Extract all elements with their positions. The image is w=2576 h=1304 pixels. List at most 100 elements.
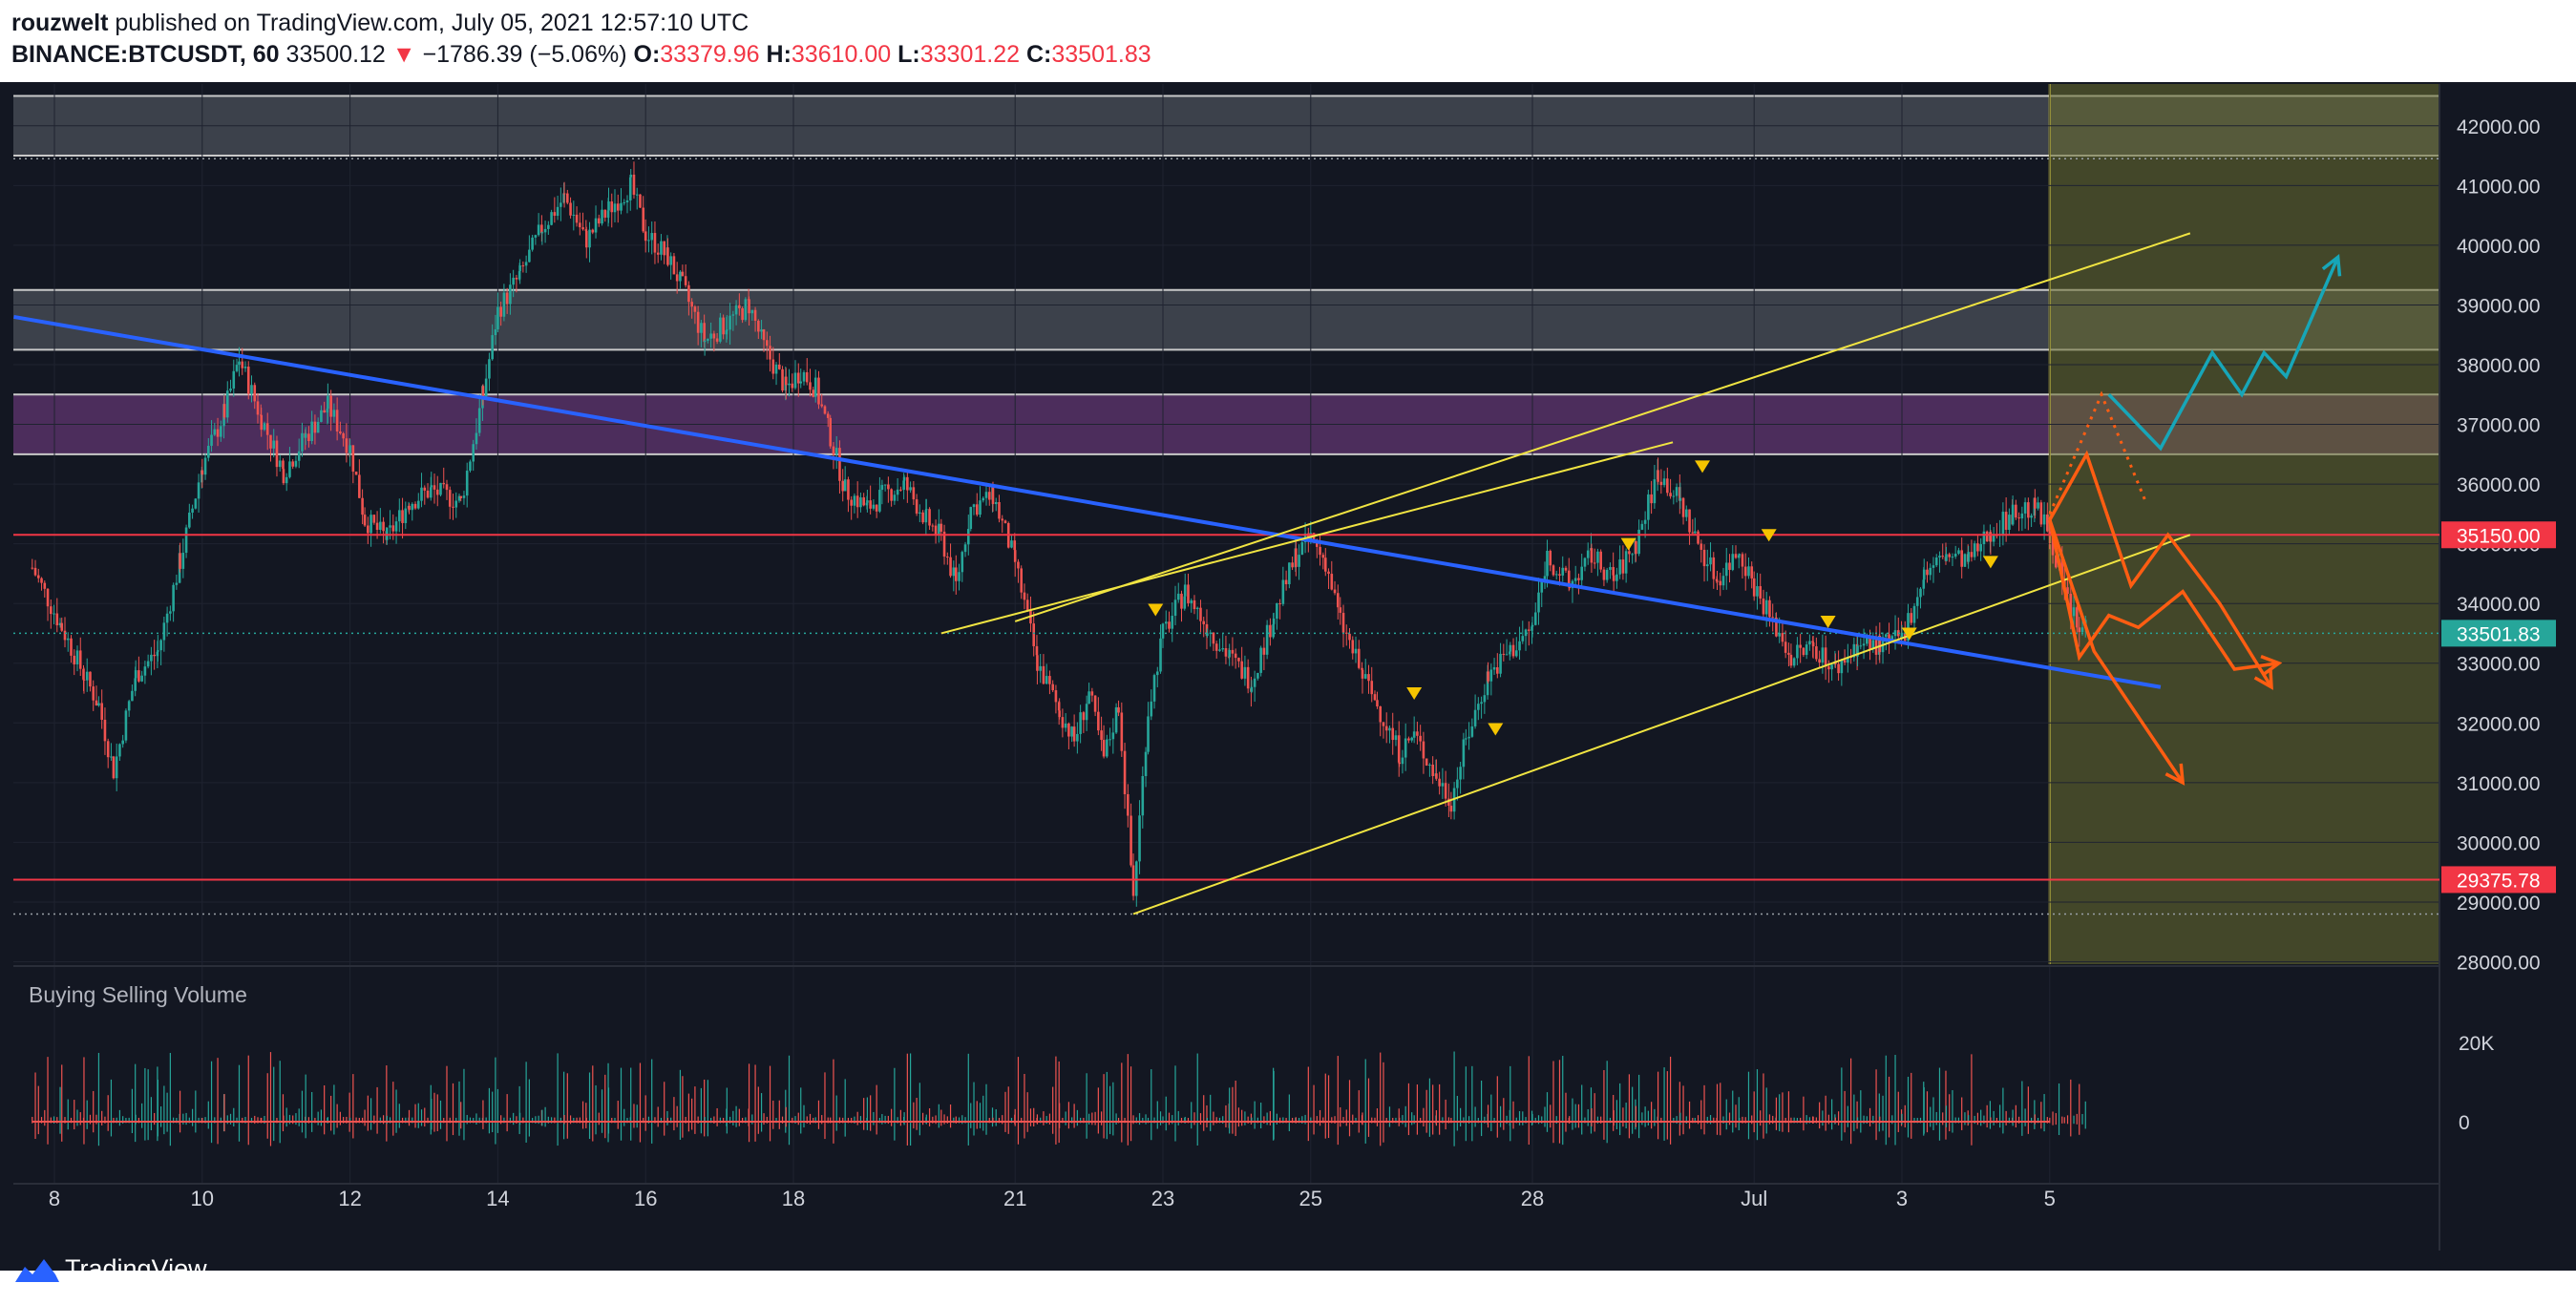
candle-up	[1580, 566, 1584, 580]
candle-down	[1989, 532, 1993, 542]
candle-down	[1234, 653, 1237, 659]
candle-up	[110, 756, 113, 758]
candle-down	[1058, 710, 1061, 718]
candle-up	[2020, 513, 2024, 519]
candle-up	[491, 335, 494, 360]
candle-down	[975, 504, 979, 515]
author-name[interactable]: rouzwelt	[11, 10, 109, 36]
candle-down	[940, 523, 943, 532]
candle-down	[367, 525, 370, 534]
candle-down	[2046, 514, 2049, 532]
candle-down	[1032, 623, 1036, 646]
candle-down	[291, 461, 294, 467]
candle-up	[238, 361, 241, 366]
candle-down	[1240, 661, 1243, 679]
candle-up	[332, 410, 336, 417]
candle-down	[1072, 726, 1076, 742]
candle-up	[1605, 569, 1609, 580]
candle-up	[961, 552, 964, 573]
candle-down	[1051, 684, 1054, 691]
signal-down-marker	[1620, 537, 1636, 551]
price-label-text: 33501.83	[2457, 623, 2541, 645]
candle-down	[1214, 643, 1218, 651]
candle-down	[1985, 531, 1989, 542]
candle-down	[1246, 666, 1250, 689]
candle-up	[601, 209, 603, 224]
candle-down	[1910, 613, 1913, 623]
candle-down	[581, 227, 584, 230]
candle-down	[931, 525, 935, 527]
price-chart[interactable]: Buying Selling Volume 20K 0 42000.00 41000.…	[0, 82, 2576, 1271]
candle-up	[1489, 669, 1493, 682]
candle-down	[1416, 731, 1419, 736]
candle-down	[1341, 612, 1345, 633]
candle-down	[826, 413, 830, 418]
candle-down	[201, 470, 204, 475]
chart-header: rouzwelt published on TradingView.com, J…	[0, 0, 2576, 82]
candle-up	[1300, 542, 1304, 556]
time-axis-tick-label: 16	[634, 1187, 657, 1210]
candle-down	[2048, 531, 2052, 536]
candle-down	[1799, 644, 1802, 648]
candle-up	[294, 460, 298, 467]
price-label-box	[2441, 620, 2556, 647]
candle-down	[1741, 554, 1744, 567]
symbol-name[interactable]: BINANCE:BTCUSDT, 60	[11, 41, 280, 68]
candle-up	[2001, 512, 2005, 535]
candle-down	[1621, 559, 1625, 574]
candle-down	[912, 487, 916, 500]
candle-up	[1805, 644, 1808, 656]
candle-up	[1856, 645, 1859, 657]
candle-down	[1435, 773, 1438, 779]
tradingview-logo-icon[interactable]	[11, 1253, 61, 1286]
candle-down	[1719, 580, 1722, 586]
candle-down	[663, 241, 666, 256]
tradingview-brand[interactable]: TradingView	[65, 1254, 207, 1283]
candle-down	[82, 679, 86, 681]
candle-up	[629, 174, 633, 178]
candle-up	[788, 383, 791, 386]
candle-up	[1808, 641, 1811, 645]
candle-up	[1256, 672, 1259, 679]
candle-down	[1716, 580, 1719, 582]
candle-down	[358, 474, 361, 498]
price-axis-tick-label: 31000.00	[2457, 773, 2541, 795]
candle-up	[1561, 567, 1565, 576]
candle-up	[1778, 633, 1781, 637]
candle-down	[1425, 758, 1428, 766]
high-label: H:	[766, 41, 792, 68]
candle-up	[1288, 562, 1291, 585]
candle-down	[1657, 470, 1659, 482]
candle-down	[1013, 550, 1017, 562]
candle-down	[1384, 726, 1388, 731]
candle-up	[1265, 624, 1269, 655]
candle-up	[1064, 723, 1067, 728]
volume-axis-tick-label: 0	[2459, 1112, 2470, 1134]
candle-down	[391, 525, 395, 532]
candle-up	[613, 203, 617, 213]
candle-up	[550, 212, 553, 225]
candle-down	[260, 414, 264, 431]
candle-up	[165, 613, 169, 623]
time-axis-tick-label: 5	[2044, 1187, 2056, 1210]
candle-down	[991, 485, 995, 505]
candle-up	[250, 385, 253, 394]
candle-down	[1391, 727, 1395, 741]
candle-up	[472, 444, 475, 462]
candle-up	[1388, 727, 1391, 731]
candle-down	[2015, 504, 2017, 518]
candle-up	[1152, 675, 1156, 702]
candle-down	[1278, 602, 1281, 604]
candle-down	[351, 445, 355, 473]
candle-down	[246, 367, 250, 394]
candle-up	[316, 421, 320, 433]
candle-down	[1284, 579, 1288, 585]
candle-down	[1042, 665, 1045, 684]
signal-down-marker	[1488, 723, 1504, 736]
candle-down	[275, 440, 279, 468]
candle-down	[1269, 624, 1272, 638]
candle-up	[1662, 478, 1666, 486]
candle-up	[1161, 623, 1165, 639]
candle-up	[454, 500, 458, 508]
candle-up	[719, 317, 722, 342]
